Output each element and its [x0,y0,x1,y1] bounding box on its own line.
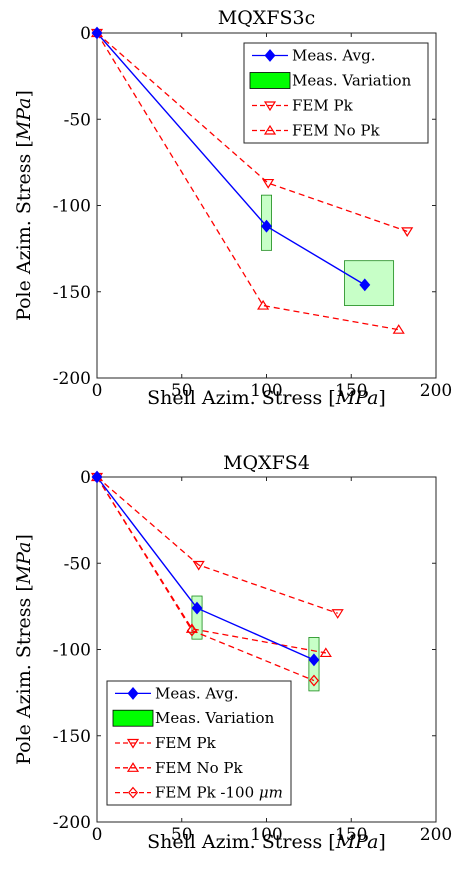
data-point-series-4 [308,674,319,687]
x-tick-label: 100 [250,381,282,401]
chart-title: MQXFS4 [223,452,310,474]
x-tick-label: 50 [171,381,193,401]
data-point-series-2 [401,227,414,238]
legend: Meas. Avg. Meas. Variation FEM Pk FEM No Pk [243,42,429,144]
data-point-series-3 [257,299,270,310]
data-point-series-1 [359,278,371,292]
legend-swatch-marker [126,738,140,749]
y-tick-label: 0 [80,468,91,488]
data-point-series-2 [192,560,205,571]
data-point-series-3 [392,324,405,334]
x-tick-label: 150 [335,825,367,845]
legend-swatch-marker [127,686,139,700]
y-tick-label: 0 [80,24,91,44]
legend-label: FEM No Pk [155,759,244,777]
chart-title: MQXFS3c [218,7,316,29]
y-tick-label: -150 [53,727,91,747]
legend-label: Meas. Avg. [155,684,238,702]
y-tick-label: -50 [64,554,91,574]
variation-box [191,595,203,640]
data-point-series-1 [308,653,320,667]
x-tick-label: 100 [250,825,282,845]
x-tick-label: 150 [335,381,367,401]
x-axis-label: Shell Azim. Stress [MPa] [147,831,386,853]
legend-swatch-variation [112,709,154,727]
y-tick-label: -100 [53,641,91,661]
legend-swatch-marker [263,124,277,135]
legend-label: FEM Pk [292,97,354,115]
series-line-3 [96,476,326,654]
series-line-4 [96,476,315,682]
legend-label: FEM No Pk [292,122,381,140]
legend-swatch-marker [264,49,276,62]
series-line-2 [96,32,408,232]
legend-label: Meas. Variation [155,709,275,727]
y-tick-label: -200 [53,813,91,833]
legend-label: Meas. Avg. [292,47,375,65]
x-axis-label: Shell Azim. Stress [MPa] [147,387,386,409]
variation-box [344,260,395,306]
legend-swatch-marker [263,101,277,112]
legend: Meas. Avg. Meas. Variation FEM Pk FEM No Pk… [106,680,292,806]
legend-box [106,680,292,806]
data-point-series-2 [262,178,275,189]
x-tick-label: 0 [92,381,103,401]
x-tick-label: 200 [420,381,452,401]
x-tick-label: 200 [420,825,452,845]
legend-swatch-marker [127,786,139,799]
legend-swatch-variation [249,72,291,89]
data-point-series-4 [186,624,197,637]
data-point-series-3 [319,647,332,658]
x-tick-label: 50 [171,825,193,845]
data-point-series-1 [91,26,103,40]
y-tick-label: -50 [64,110,91,130]
legend-label: Meas. Variation [292,72,412,90]
data-point-series-2 [331,609,344,619]
legend-box [243,42,429,144]
series-line-2 [96,476,338,614]
y-tick-label: -100 [53,197,91,217]
y-axis-label: Pole Azim. Stress [MPa] [13,90,35,321]
x-tick-label: 0 [92,825,103,845]
legend-label: FEM Pk -100 μm [155,784,283,802]
series-line-3 [96,32,399,331]
subplot-1: 0 50 100 150 200 0 -50 -100 -150 -200 MQXFS3c Shell… [13,7,452,409]
subplot-2: 0 50 100 150 200 0 -50 -100 -150 -200 MQXFS4 Shell … [13,452,452,853]
y-axis-label: Pole Azim. Stress [MPa] [13,534,35,765]
data-point-series-1 [261,219,272,233]
legend-swatch-marker [126,762,140,772]
y-tick-label: -150 [53,283,91,303]
data-point-series-1 [191,601,203,615]
y-tick-label: -200 [53,369,91,389]
legend-label: FEM Pk [155,734,217,752]
data-point-series-1 [91,470,103,484]
